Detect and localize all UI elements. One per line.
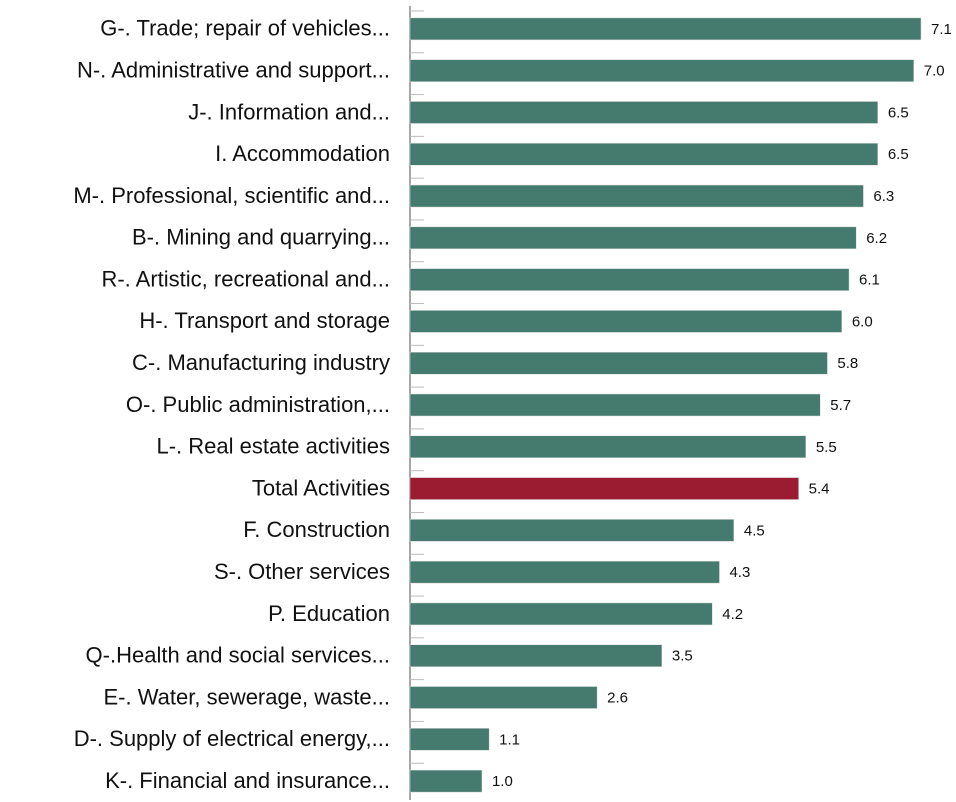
value-label: 6.5 bbox=[888, 104, 909, 121]
bar bbox=[409, 560, 720, 584]
bar bbox=[409, 519, 735, 542]
category-label: S-. Other services bbox=[214, 559, 390, 584]
value-label: 5.8 bbox=[837, 355, 858, 372]
category-label: I. Accommodation bbox=[215, 141, 390, 166]
bar bbox=[409, 644, 663, 667]
category-label: E-. Water, sewerage, waste... bbox=[103, 684, 390, 709]
bar bbox=[409, 351, 828, 375]
bar bbox=[409, 143, 879, 166]
category-label: M-. Professional, scientific and... bbox=[73, 183, 390, 208]
category-label: H-. Transport and storage bbox=[139, 308, 390, 333]
category-label: N-. Administrative and support... bbox=[77, 57, 390, 82]
value-label: 6.0 bbox=[852, 313, 873, 330]
value-label: 2.6 bbox=[607, 689, 628, 706]
bar bbox=[409, 226, 857, 250]
value-label: 1.1 bbox=[499, 731, 520, 748]
bar bbox=[409, 184, 864, 208]
category-label: C-. Manufacturing industry bbox=[132, 350, 390, 375]
bar bbox=[409, 477, 799, 500]
value-label: 1.0 bbox=[492, 773, 513, 790]
value-label: 7.1 bbox=[931, 21, 952, 38]
value-label: 6.1 bbox=[859, 272, 880, 289]
bar bbox=[409, 17, 922, 41]
bar bbox=[409, 686, 598, 709]
category-label: J-. Information and... bbox=[188, 99, 390, 124]
category-label: G-. Trade; repair of vehicles... bbox=[100, 16, 390, 41]
category-label: B-. Mining and quarrying... bbox=[132, 225, 390, 250]
value-label: 6.3 bbox=[873, 188, 894, 205]
value-label: 5.7 bbox=[830, 397, 851, 414]
value-label: 7.0 bbox=[924, 63, 945, 80]
category-label: Q-.Health and social services... bbox=[86, 643, 390, 668]
value-label: 6.2 bbox=[866, 230, 887, 247]
value-label: 4.2 bbox=[722, 606, 743, 623]
category-label: D-. Supply of electrical energy,... bbox=[74, 726, 390, 751]
category-label: P. Education bbox=[268, 601, 390, 626]
bar bbox=[409, 59, 915, 82]
bar bbox=[409, 310, 843, 333]
value-label: 3.5 bbox=[672, 648, 693, 665]
bar bbox=[409, 393, 821, 417]
value-label: 6.5 bbox=[888, 146, 909, 163]
category-label: Total Activities bbox=[252, 475, 390, 500]
bar bbox=[409, 435, 807, 459]
value-label: 5.5 bbox=[816, 439, 837, 456]
category-label: R-. Artistic, recreational and... bbox=[101, 266, 390, 291]
bar bbox=[409, 602, 713, 626]
category-label: L-. Real estate activities bbox=[156, 434, 390, 459]
bar bbox=[409, 101, 879, 124]
bar bbox=[409, 268, 850, 291]
category-label: K-. Financial and insurance... bbox=[105, 768, 390, 793]
bar bbox=[409, 769, 483, 793]
category-label: O-. Public administration,... bbox=[126, 392, 390, 417]
bar bbox=[409, 728, 490, 751]
value-label: 4.3 bbox=[729, 564, 750, 581]
value-label: 4.5 bbox=[744, 522, 765, 539]
value-label: 5.4 bbox=[809, 481, 830, 498]
category-label: F. Construction bbox=[243, 517, 390, 542]
